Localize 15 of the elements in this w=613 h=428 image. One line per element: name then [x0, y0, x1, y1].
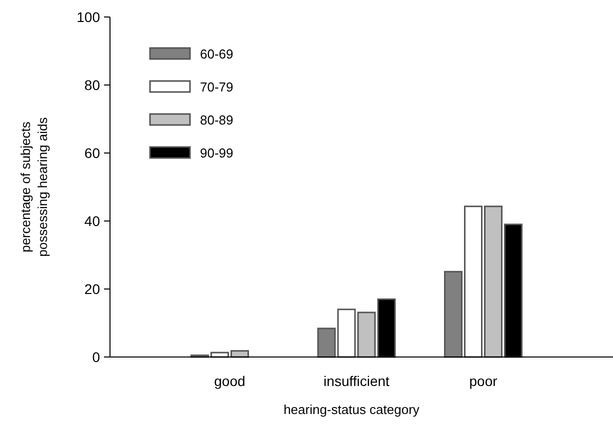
- y-tick-label: 60: [84, 144, 100, 161]
- y-axis-title: percentage of subjects possessing hearing aids: [18, 116, 50, 257]
- y-tick-label: 80: [84, 76, 100, 93]
- y-tick-label: 0: [92, 348, 100, 365]
- legend-label: 70-79: [200, 80, 234, 95]
- legend-label: 90-99: [200, 146, 234, 161]
- x-tick-label: poor: [469, 373, 498, 389]
- y-tick-label: 20: [84, 280, 100, 297]
- y-tick-label: 100: [76, 8, 100, 25]
- y-tick-label: 40: [84, 212, 100, 229]
- x-axis-title: hearing-status category: [284, 402, 420, 417]
- x-tick-label: insufficient: [324, 373, 390, 389]
- x-tick-label: good: [214, 373, 246, 389]
- legend-label: 60-69: [200, 46, 234, 62]
- legend-label: 80-89: [200, 112, 234, 128]
